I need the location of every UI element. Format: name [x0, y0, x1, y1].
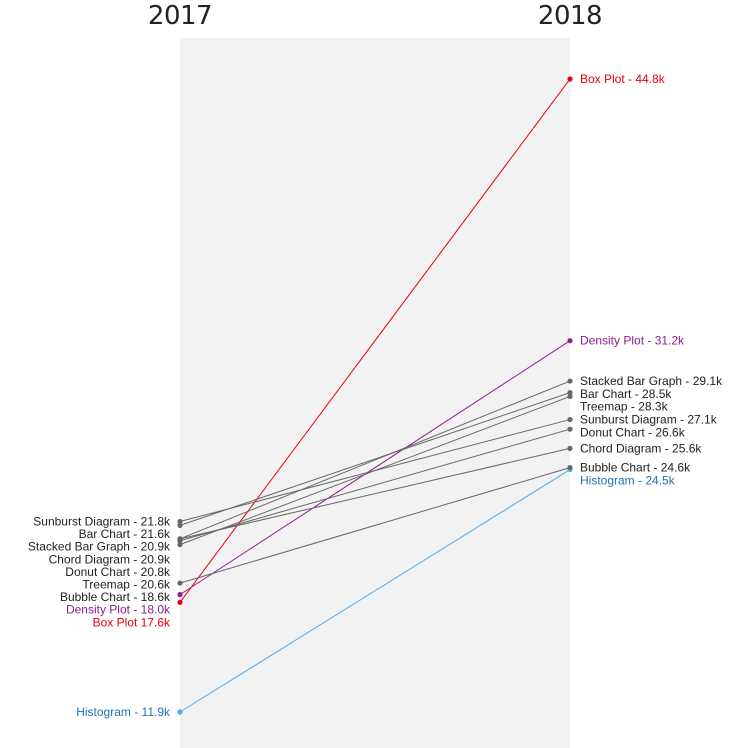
point-bubble-chart-2018	[567, 465, 573, 471]
label-2018-bar-chart: Bar Chart - 28.5k	[580, 387, 672, 401]
year-label-2018: 2018	[538, 1, 602, 31]
point-treemap-2018	[567, 393, 573, 400]
label-2017-treemap: Treemap - 20.6k	[82, 578, 171, 592]
label-2018-density-plot: Density Plot - 31.2k	[580, 334, 685, 348]
label-2017-donut-chart: Donut Chart - 20.8k	[65, 565, 171, 579]
point-bubble-chart-2017	[177, 580, 183, 586]
point-box-plot-2017	[177, 599, 183, 605]
plot-band	[180, 38, 570, 748]
line-bar-chart	[179, 392, 571, 526]
line-chord-diagram	[179, 447, 571, 540]
label-2018-treemap: Treemap - 28.3k	[580, 400, 669, 414]
point-sunburst-diagram-2018	[567, 416, 573, 423]
label-2017-box-plot: Box Plot 17.6k	[93, 615, 171, 629]
point-sunburst-diagram-2017	[177, 518, 183, 525]
series-lines	[179, 78, 571, 713]
line-stacked-bar-graph	[179, 380, 571, 540]
labels-2018: Box Plot - 44.8k Density Plot - 31.2k Stac…	[580, 72, 723, 487]
label-2017-chord-diagram: Chord Diagram - 20.9k	[49, 552, 171, 566]
point-density-plot-2018	[567, 338, 573, 344]
label-2017-stacked-bar-graph: Stacked Bar Graph - 20.9k	[28, 540, 171, 554]
label-2017-histogram: Histogram - 11.9k	[76, 705, 171, 719]
label-2017-bubble-chart: Bubble Chart - 18.6k	[60, 590, 171, 604]
point-bar-chart-2017	[177, 522, 183, 528]
line-histogram	[179, 469, 571, 713]
label-2018-box-plot: Box Plot - 44.8k	[580, 72, 666, 86]
point-donut-chart-2018	[567, 426, 573, 432]
point-chord-diagram-2017	[177, 536, 183, 542]
label-2018-sunburst-diagram: Sunburst Diagram - 27.1k	[580, 413, 718, 427]
label-2017-density-plot: Density Plot - 18.0k	[66, 603, 171, 617]
label-2018-stacked-bar-graph: Stacked Bar Graph - 29.1k	[580, 374, 723, 388]
label-2017-sunburst-diagram: Sunburst Diagram - 21.8k	[33, 515, 171, 529]
line-donut-chart	[179, 428, 571, 542]
point-bar-chart-2018	[567, 390, 573, 396]
point-chord-diagram-2018	[567, 445, 573, 452]
label-2018-bubble-chart: Bubble Chart - 24.6k	[580, 461, 691, 475]
label-2017-bar-chart: Bar Chart - 21.6k	[79, 527, 171, 541]
point-histogram-2017	[177, 709, 183, 715]
point-box-plot-2018	[567, 76, 573, 82]
point-treemap-2017	[177, 542, 183, 548]
line-sunburst-diagram	[179, 419, 571, 523]
year-label-2017: 2017	[148, 1, 212, 31]
label-2018-chord-diagram: Chord Diagram - 25.6k	[580, 441, 702, 455]
series-points	[177, 76, 573, 715]
line-density-plot	[179, 340, 571, 596]
line-box-plot	[179, 78, 571, 603]
point-density-plot-2017	[177, 592, 183, 598]
point-stacked-bar-graph-2018	[567, 378, 573, 384]
line-bubble-chart	[179, 467, 571, 584]
label-2018-donut-chart: Donut Chart - 26.6k	[580, 425, 686, 439]
label-2018-histogram: Histogram - 24.5k	[580, 473, 676, 487]
